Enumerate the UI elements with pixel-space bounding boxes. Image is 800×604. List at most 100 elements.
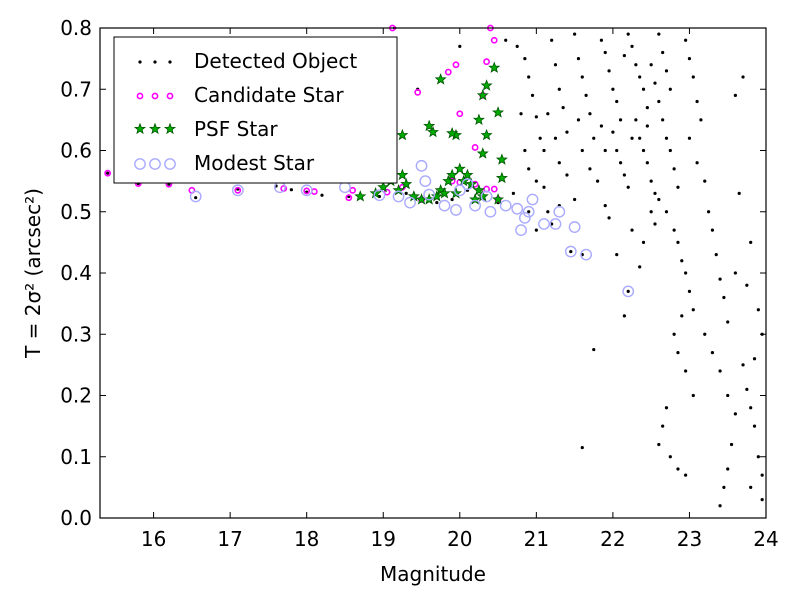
detected-object-point <box>618 118 623 122</box>
x-tick-label: 17 <box>217 527 242 551</box>
legend-marker-modest-star <box>149 158 161 170</box>
detected-object-point <box>450 197 454 202</box>
detected-object-point <box>653 81 657 85</box>
legend-entry-psf-star: PSF Star <box>133 117 278 141</box>
detected-object-point <box>718 369 722 373</box>
detected-object-point <box>630 228 634 232</box>
detected-object-point <box>737 191 741 195</box>
detected-object-point <box>519 112 523 116</box>
psf-star-point <box>442 174 455 187</box>
detected-object-point <box>672 167 676 171</box>
detected-object-point <box>534 115 538 119</box>
detected-object-point <box>634 118 638 122</box>
legend-marker-psf-star <box>133 122 147 135</box>
detected-object-point <box>435 200 439 205</box>
detected-object-point <box>649 179 653 183</box>
modest-star-point <box>568 221 581 233</box>
detected-object-point <box>615 253 619 257</box>
modest-star-point <box>518 211 531 224</box>
detected-object-point <box>626 289 630 293</box>
detected-object-point <box>722 295 726 300</box>
y-tick-label: 0.3 <box>60 322 92 346</box>
modest-star-point <box>526 193 539 206</box>
legend: Detected Object Candidate Star PSF Star Mod… <box>113 36 398 184</box>
psf-star-point <box>354 190 367 202</box>
detected-object-point <box>638 265 642 269</box>
detected-object-point <box>760 473 764 477</box>
legend-label-modest-star: Modest Star <box>194 151 315 175</box>
detected-object-point <box>684 271 688 275</box>
detected-object-point <box>615 148 619 153</box>
detected-object-point <box>569 249 573 254</box>
detected-object-point <box>649 210 653 214</box>
detected-object-point <box>534 228 538 232</box>
psf-star-point <box>446 168 459 181</box>
detected-object-point <box>561 106 565 110</box>
candidate-star-point <box>303 187 311 195</box>
psf-star-point <box>377 180 390 193</box>
modest-star-point <box>438 199 451 212</box>
detected-object-point <box>756 308 760 312</box>
psf-star-point <box>488 61 501 73</box>
modest-star-point <box>549 218 562 230</box>
detected-object-point <box>745 387 749 391</box>
modest-star-point <box>580 248 593 261</box>
detected-object-point <box>523 57 527 61</box>
detected-object-point <box>573 197 577 202</box>
y-axis-label: T = 2σ² (arcsec²) <box>21 188 45 359</box>
detected-object-point <box>752 357 757 361</box>
detected-object-point <box>618 161 623 165</box>
detected-object-point <box>530 93 535 97</box>
psf-star-point <box>423 119 436 132</box>
detected-object-point <box>542 148 546 153</box>
psf-star-point <box>461 168 474 181</box>
psf-star-point <box>396 128 409 141</box>
psf-star-point <box>396 168 409 181</box>
detected-object-point <box>664 136 669 140</box>
detected-object-point <box>580 148 584 153</box>
modest-star-point <box>300 184 313 197</box>
legend-marker-detected-object <box>153 60 157 64</box>
modest-star-point <box>480 190 493 203</box>
detected-object-point <box>603 204 607 208</box>
detected-object-point <box>641 240 646 244</box>
detected-object-point <box>657 442 661 447</box>
detected-object-point <box>553 63 558 67</box>
detected-object-point <box>645 106 649 110</box>
psf-star-point <box>434 73 447 85</box>
modest-star-point <box>461 178 474 191</box>
detected-object-point <box>404 191 408 195</box>
detected-object-point <box>289 188 293 192</box>
detected-object-point <box>542 185 546 189</box>
detected-object-point <box>703 179 707 183</box>
detected-object-point <box>726 320 730 324</box>
detected-object-point <box>523 148 527 153</box>
x-tick-label: 23 <box>677 527 702 551</box>
detected-object-point <box>538 136 542 140</box>
detected-object-point <box>752 424 757 428</box>
candidate-star-point <box>483 58 490 66</box>
detected-object-point <box>588 167 592 171</box>
detected-object-point <box>645 124 649 128</box>
detected-object-point <box>534 179 538 183</box>
modest-star-point <box>392 190 405 203</box>
legend-marker-modest-star <box>134 158 146 170</box>
psf-star-point <box>438 187 451 199</box>
detected-object-point <box>603 50 607 55</box>
candidate-star-point <box>490 185 498 193</box>
detected-object-point <box>599 38 604 42</box>
candidate-star-point <box>471 144 479 151</box>
detected-object-point <box>749 240 753 244</box>
detected-object-point <box>687 57 692 61</box>
detected-object-point <box>611 130 615 134</box>
x-tick-label: 16 <box>141 527 166 551</box>
detected-object-point <box>668 87 672 91</box>
detected-object-point <box>565 130 569 134</box>
legend-marker-psf-star <box>163 122 177 135</box>
detected-object-point <box>611 87 615 91</box>
detected-object-point <box>706 210 711 214</box>
legend-marker-candidate-star <box>151 92 159 100</box>
modest-star-point <box>189 190 202 203</box>
x-tick-label: 19 <box>371 527 396 551</box>
detected-object-point <box>687 289 692 293</box>
